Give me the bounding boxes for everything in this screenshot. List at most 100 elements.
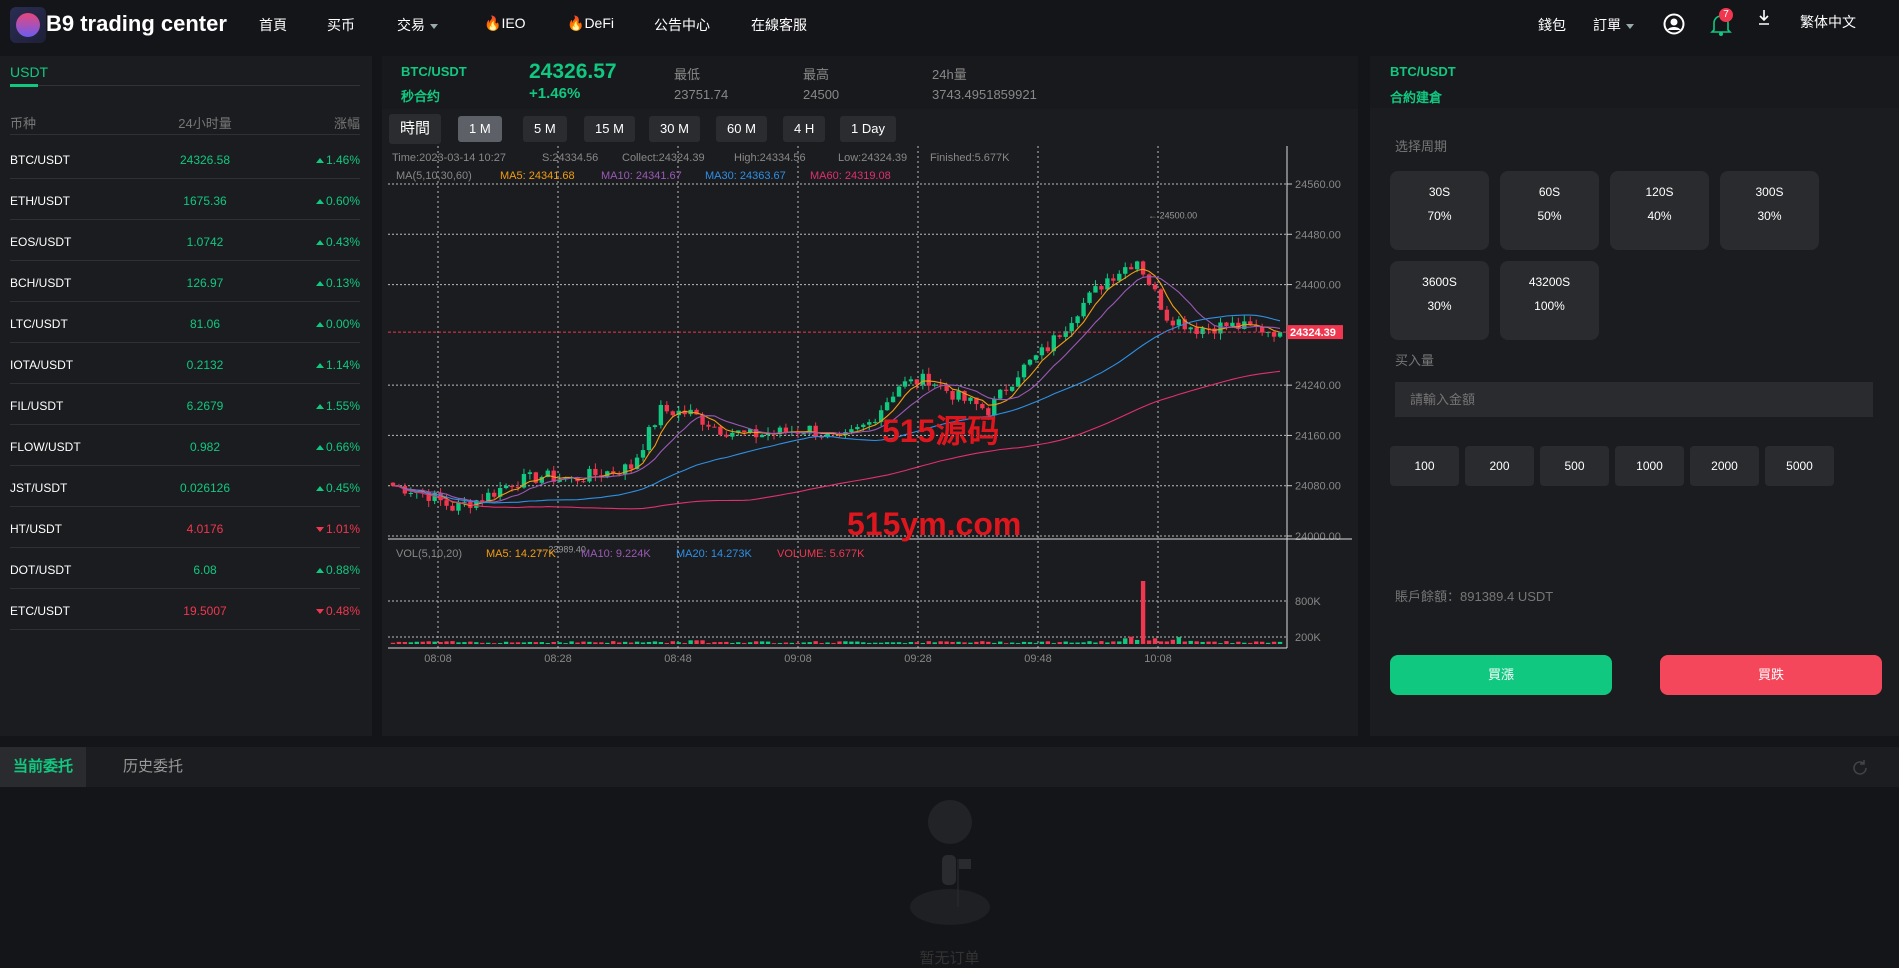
market-row[interactable]: JST/USDT 0.026126 0.45% — [10, 466, 360, 507]
volume-bar — [1069, 642, 1074, 644]
nav-wallet[interactable]: 錢包 — [1538, 17, 1566, 33]
pair-change-value: 0.00% — [325, 317, 360, 331]
candle — [581, 481, 586, 483]
nav-buy-coin[interactable]: 买币 — [327, 17, 355, 33]
amount-preset[interactable]: 5000 — [1765, 446, 1834, 486]
interval-5m[interactable]: 5 M — [523, 116, 567, 142]
volume-bar — [1129, 636, 1134, 644]
amount-preset[interactable]: 2000 — [1690, 446, 1759, 486]
period-option[interactable]: 120S 40% — [1610, 171, 1709, 250]
volume-bar — [1093, 642, 1098, 644]
amount-input[interactable] — [1395, 382, 1873, 417]
tab-current-orders[interactable]: 当前委托 — [0, 747, 86, 787]
amount-preset[interactable]: 200 — [1465, 446, 1534, 486]
pair-change: 0.60% — [315, 194, 360, 208]
volume-bar — [908, 642, 914, 644]
refresh-icon[interactable] — [1851, 759, 1869, 777]
market-row[interactable]: ETH/USDT 1675.36 0.60% — [10, 179, 360, 220]
candle — [1063, 331, 1068, 337]
pair-price: 24326.58 — [179, 153, 231, 167]
volume-bar — [486, 642, 491, 644]
x-tick-label: 09:48 — [1024, 653, 1052, 665]
interval-1m[interactable]: 1 M — [458, 116, 502, 142]
interval-1day[interactable]: 1 Day — [840, 116, 896, 142]
market-row[interactable]: BCH/USDT 126.97 0.13% — [10, 261, 360, 302]
nav-support[interactable]: 在線客服 — [751, 17, 807, 33]
nav-defi[interactable]: 🔥DeFi — [567, 15, 614, 32]
user-icon[interactable] — [1663, 13, 1685, 35]
period-option[interactable]: 300S 30% — [1720, 171, 1819, 250]
volume-bar — [837, 641, 842, 644]
nav-trade[interactable]: 交易 — [397, 15, 438, 35]
candle — [1194, 327, 1199, 334]
interval-15m[interactable]: 15 M — [584, 116, 635, 142]
market-row[interactable]: IOTA/USDT 0.2132 1.14% — [10, 343, 360, 384]
tab-usdt[interactable]: USDT — [10, 64, 49, 80]
pair-change: 0.45% — [315, 481, 360, 495]
volume-bar — [1164, 641, 1170, 644]
volume-bar — [914, 642, 920, 644]
interval-30m[interactable]: 30 M — [649, 116, 700, 142]
volume-bar — [1188, 640, 1193, 644]
market-row[interactable]: ETC/USDT 19.5007 0.48% — [10, 589, 360, 630]
vol-legend-label: VOL(5,10,20) — [396, 548, 462, 560]
market-row[interactable]: BTC/USDT 24326.58 1.46% — [10, 138, 360, 179]
nav-ieo[interactable]: 🔥IEO — [484, 15, 526, 32]
volume-bar — [777, 643, 783, 644]
amount-preset[interactable]: 500 — [1540, 446, 1609, 486]
candle — [515, 487, 521, 489]
tab-history-orders[interactable]: 历史委托 — [123, 758, 184, 775]
volume-bar — [533, 642, 539, 644]
download-icon[interactable] — [1757, 9, 1771, 25]
logo-icon[interactable] — [10, 7, 46, 43]
market-row[interactable]: DOT/USDT 6.08 0.88% — [10, 548, 360, 589]
pair-price: 6.08 — [193, 563, 217, 577]
brand-title[interactable]: B9 trading center — [46, 11, 227, 36]
kline-chart[interactable]: 24560.00 24480.00 24400.00 24240.00 24160.00… — [382, 146, 1358, 736]
volume-bar — [611, 641, 616, 644]
nav-announcements[interactable]: 公告中心 — [654, 17, 710, 33]
buy-down-button[interactable]: 買跌 — [1660, 655, 1882, 695]
pair-name: EOS/USDT — [10, 235, 72, 249]
market-row[interactable]: LTC/USDT 81.06 0.00% — [10, 302, 360, 343]
amount-preset[interactable]: 1000 — [1615, 446, 1684, 486]
candle — [1206, 328, 1211, 330]
nav-home[interactable]: 首頁 — [259, 17, 287, 33]
nav-ieo-label: IEO — [501, 15, 526, 31]
interval-60m[interactable]: 60 M — [716, 116, 767, 142]
candle — [968, 397, 973, 401]
nav-orders[interactable]: 訂單 — [1593, 15, 1634, 35]
market-row[interactable]: FIL/USDT 6.2679 1.55% — [10, 384, 360, 425]
low-label: 最低 — [674, 67, 701, 82]
volume-bar — [408, 642, 414, 644]
market-row[interactable]: FLOW/USDT 0.982 0.66% — [10, 425, 360, 466]
market-row[interactable]: EOS/USDT 1.0742 0.43% — [10, 220, 360, 261]
amount-preset[interactable]: 100 — [1390, 446, 1459, 486]
last-price-label: 24324.39 — [1290, 327, 1336, 339]
period-time: 43200S — [1528, 275, 1571, 289]
volume-bar — [420, 641, 425, 644]
period-option[interactable]: 43200S 100% — [1500, 261, 1599, 340]
candle — [408, 493, 414, 495]
volume-bar — [521, 642, 527, 644]
candle — [998, 389, 1003, 399]
period-option[interactable]: 3600S 30% — [1390, 261, 1489, 340]
market-row[interactable]: HT/USDT 4.0176 1.01% — [10, 507, 360, 548]
volume-bar — [563, 643, 568, 644]
nav-defi-label: DeFi — [584, 15, 614, 31]
period-option[interactable]: 30S 70% — [1390, 171, 1489, 250]
volume-bar — [587, 641, 592, 644]
language-selector[interactable]: 繁体中文 — [1800, 14, 1856, 30]
vol-legend-ma10: MA10: 9.224K — [581, 548, 651, 560]
interval-4h[interactable]: 4 H — [783, 116, 826, 142]
period-option[interactable]: 60S 50% — [1500, 171, 1599, 250]
volume-bar — [878, 642, 884, 644]
volume-bar — [1057, 642, 1062, 644]
volume-bar — [1081, 642, 1086, 644]
top-nav: B9 trading center 首頁 买币 交易 🔥IEO 🔥DeFi 公告… — [0, 0, 1899, 54]
candle — [1140, 261, 1146, 275]
ma-legend-ma10: MA10: 24341.67 — [601, 170, 682, 182]
buy-up-button[interactable]: 買漲 — [1390, 655, 1612, 695]
fire-icon: 🔥 — [567, 15, 585, 31]
watermark: 515ym.com — [847, 506, 1022, 542]
